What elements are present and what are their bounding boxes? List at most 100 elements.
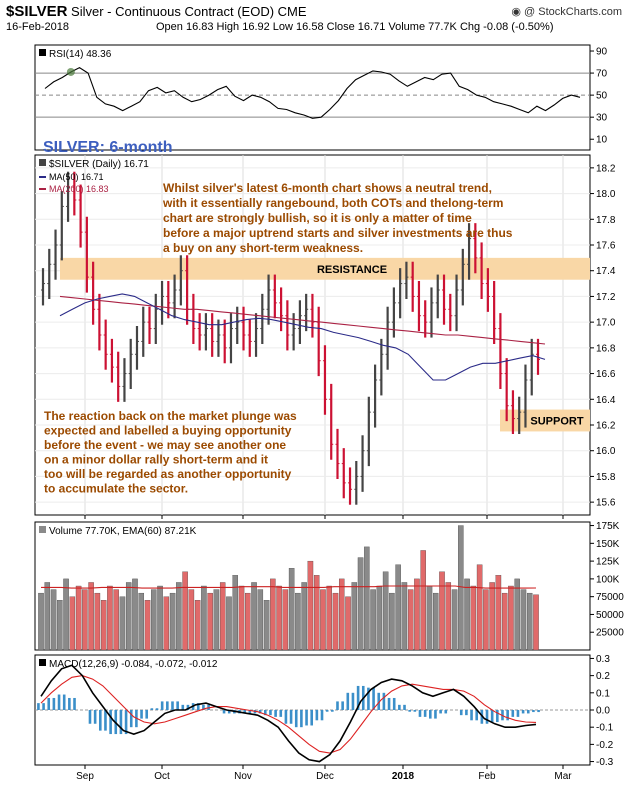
volume-bar	[288, 568, 295, 651]
volume-tick-label: 125K	[596, 557, 620, 568]
macd-histogram-bar	[62, 694, 66, 710]
macd-tick-label: -0.3	[596, 757, 614, 768]
macd-tick-label: 0.2	[596, 671, 610, 682]
macd-histogram-bar	[418, 710, 422, 717]
macd-histogram-bar	[73, 697, 76, 710]
quote-date: 16-Feb-2018	[6, 21, 69, 33]
volume-bar	[489, 582, 495, 651]
macd-histogram-bar	[526, 710, 530, 714]
macd-histogram-bar	[88, 710, 92, 724]
macd-histogram-bar	[93, 710, 97, 724]
volume-bar	[75, 585, 82, 651]
ma50-line	[59, 293, 546, 381]
macd-histogram-bar	[258, 710, 262, 714]
macd-histogram-bar	[124, 710, 128, 735]
volume-bar	[526, 592, 533, 651]
price-panel: 18.2 18.0 17.8 17.6 17.4 17.2 17.0 16.8 16.6 16.4…	[34, 139, 616, 532]
macd-histogram-bar	[444, 710, 448, 714]
macd-histogram-bar	[305, 710, 308, 726]
macd-histogram-bar	[511, 710, 515, 717]
volume-tick-label: 75000	[596, 592, 624, 603]
macd-histogram-bar	[331, 710, 334, 712]
volume-bar	[151, 589, 157, 651]
rsi-legend: RSI(14) 48.36	[49, 49, 112, 60]
provider-credit[interactable]: ◉ @ StockCharts.com	[511, 5, 622, 18]
macd-histogram-bar	[109, 710, 112, 735]
volume-bar	[320, 589, 326, 651]
price-tick-label: 17.8	[596, 215, 616, 226]
volume-bar	[226, 596, 232, 651]
volume-bar	[138, 592, 145, 651]
macd-histogram-bar	[403, 704, 406, 710]
macd-histogram-bar	[320, 710, 324, 721]
volume-bar	[364, 546, 370, 651]
volume-bar	[94, 592, 101, 651]
macd-histogram-bar	[300, 710, 303, 728]
macd-histogram-bar	[459, 710, 463, 716]
volume-bar	[270, 578, 276, 651]
macd-histogram-bar	[145, 710, 149, 719]
support-label: SUPPORT	[530, 416, 583, 428]
price-tick-label: 17.0	[596, 318, 616, 329]
macd-x-axis-label: 2018	[392, 771, 415, 782]
volume-bar	[301, 582, 307, 651]
volume-bar	[414, 578, 420, 651]
macd-histogram-bar	[196, 703, 200, 710]
macd-histogram-bar	[47, 697, 51, 710]
volume-bar	[201, 585, 207, 651]
annotation-bullish: Whilst silver's latest 6-month chart sho…	[162, 181, 513, 255]
volume-bar	[508, 585, 514, 651]
volume-bar	[182, 571, 188, 651]
macd-histogram-bar	[325, 710, 329, 712]
macd-x-axis-label: Feb	[478, 771, 496, 782]
exchange: CME	[277, 4, 307, 19]
rsi-legend-swatch	[39, 49, 46, 56]
volume-bar	[132, 578, 138, 651]
annotation-reaction: The reaction back on the market plunge w…	[44, 409, 297, 496]
macd-histogram-bar	[377, 692, 381, 710]
macd-tick-label: 0.3	[596, 654, 610, 665]
volume-bar	[276, 585, 282, 651]
volume-bar	[295, 592, 301, 651]
volume-bar	[389, 592, 395, 651]
chart-title: $SILVER Silver - Continuous Contract (EO…	[6, 3, 307, 20]
macd-histogram-bar	[521, 710, 525, 714]
macd-histogram-bar	[475, 710, 479, 721]
macd-histogram-bar	[356, 685, 360, 710]
volume-bar	[125, 582, 132, 651]
volume-bar	[107, 585, 113, 651]
rsi-tick-label: 70	[596, 69, 608, 80]
macd-tick-label: 0.0	[596, 706, 610, 717]
rsi-tick-label: 30	[596, 113, 608, 124]
volume-bar	[57, 600, 63, 651]
macd-histogram-bar	[367, 687, 370, 710]
macd-histogram-bar	[186, 704, 190, 710]
macd-histogram-bar	[52, 697, 56, 710]
macd-x-axis-label: Oct	[154, 771, 170, 782]
macd-histogram-bar	[346, 692, 350, 710]
volume-bar	[520, 589, 527, 651]
volume-bar	[82, 589, 88, 651]
volume-bar	[69, 596, 76, 651]
volume-bar	[495, 575, 502, 651]
macd-histogram-bar	[57, 694, 61, 710]
volume-bar	[313, 575, 320, 651]
volume-bar	[439, 571, 445, 651]
symbol: $SILVER	[6, 3, 68, 20]
price-tick-label: 18.0	[596, 189, 616, 200]
macd-histogram-bar	[439, 710, 442, 714]
macd-histogram-bar	[398, 704, 401, 710]
volume-bar	[207, 592, 213, 651]
macd-histogram-bar	[434, 710, 437, 719]
resistance-zone	[60, 257, 590, 280]
volume-bar	[188, 589, 195, 651]
volume-bar	[257, 589, 264, 651]
volume-bar	[245, 592, 251, 651]
volume-bar	[407, 589, 414, 651]
macd-histogram-bar	[341, 701, 344, 710]
volume-bar	[382, 571, 389, 651]
volume-bar	[345, 596, 351, 651]
volume-bar	[476, 564, 483, 651]
macd-panel: 0.3 0.2 0.1 0.0 -0.1 -0.2 -0.3 MACD(12,26,9) -0…	[34, 654, 614, 782]
